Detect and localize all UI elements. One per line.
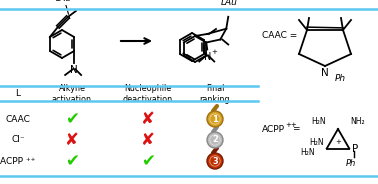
- Text: +: +: [211, 49, 217, 54]
- Text: Nucleophile
deactivation: Nucleophile deactivation: [123, 84, 173, 104]
- Text: ACPP: ACPP: [262, 125, 285, 134]
- Text: CAAC =: CAAC =: [262, 31, 297, 40]
- Text: ✘: ✘: [65, 131, 79, 149]
- Text: N: N: [321, 68, 329, 78]
- Circle shape: [207, 132, 223, 148]
- Text: 2: 2: [212, 135, 218, 144]
- Text: Final
ranking: Final ranking: [200, 84, 230, 104]
- Text: ✔: ✔: [65, 110, 79, 128]
- Text: ✘: ✘: [141, 131, 155, 149]
- Text: =: =: [292, 125, 299, 134]
- Circle shape: [207, 111, 223, 127]
- Text: +: +: [335, 139, 341, 145]
- Text: L: L: [15, 89, 20, 98]
- Circle shape: [207, 153, 223, 169]
- Text: ✘: ✘: [141, 110, 155, 128]
- Text: ✔: ✔: [65, 152, 79, 170]
- Text: H₂N: H₂N: [309, 138, 324, 147]
- Text: Ph: Ph: [335, 74, 346, 83]
- Text: ✔: ✔: [141, 152, 155, 170]
- Text: Alkyne
activation: Alkyne activation: [52, 84, 92, 104]
- Text: CAAC: CAAC: [6, 114, 31, 123]
- Text: ACPP ⁺⁺: ACPP ⁺⁺: [0, 157, 36, 165]
- Text: N: N: [70, 65, 78, 75]
- Text: H₂N: H₂N: [311, 118, 326, 127]
- Text: Cl⁻: Cl⁻: [11, 135, 25, 144]
- Text: N: N: [204, 52, 211, 61]
- Text: 1: 1: [212, 114, 218, 123]
- Text: Ph: Ph: [346, 158, 356, 167]
- Text: LAu: LAu: [56, 0, 72, 3]
- Text: NH₂: NH₂: [350, 118, 365, 127]
- Text: ++: ++: [285, 122, 297, 128]
- Text: P: P: [352, 144, 358, 155]
- Text: H₂N: H₂N: [300, 148, 315, 157]
- Text: 3: 3: [212, 157, 218, 165]
- Text: LAu: LAu: [221, 0, 238, 7]
